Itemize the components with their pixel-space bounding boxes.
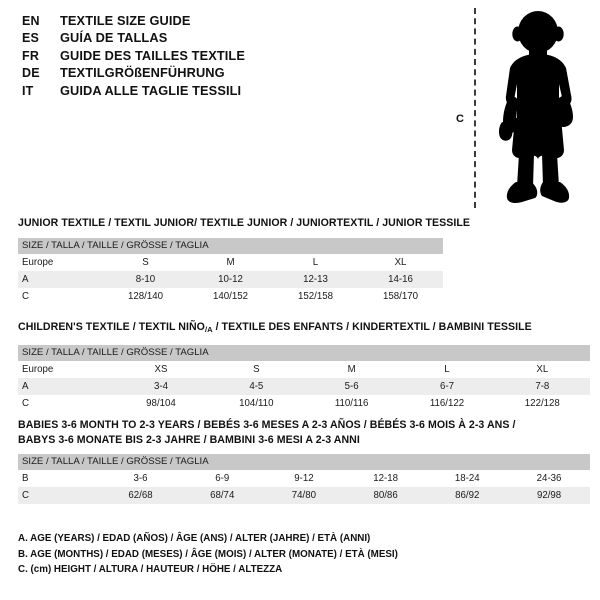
table-row: A 3-4 4-5 5-6 6-7 7-8: [18, 377, 590, 395]
children-size-table: SIZE / TALLA / TAILLE / GRÖSSE / TAGLIA …: [18, 344, 590, 412]
language-title-es: GUÍA DE TALLAS: [60, 30, 168, 46]
children-cell: 110/116: [303, 394, 400, 412]
junior-row-label-c: C: [18, 287, 103, 305]
legend-line-c: C. (cm) HEIGHT / ALTURA / HAUTEUR / HÖHE…: [18, 564, 283, 575]
junior-cell: 10-12: [188, 270, 273, 288]
language-code-de: DE: [22, 66, 40, 81]
children-cell: 122/128: [494, 394, 590, 412]
table-row: Europe S M L XL: [18, 253, 443, 271]
language-row-it: IT GUIDA ALLE TAGLIE TESSILI: [22, 83, 442, 100]
babies-cell: 12-18: [344, 470, 427, 487]
height-measure-dashed-line: [474, 8, 476, 208]
babies-cell: 18-24: [426, 470, 509, 487]
language-row-fr: FR GUIDE DES TAILLES TEXTILE: [22, 48, 442, 65]
babies-row-label-c: C: [18, 487, 100, 504]
babies-band-label: SIZE / TALLA / TAILLE / GRÖSSE / TAGLIA: [18, 454, 590, 470]
section-babies-heading-line1: BABIES 3-6 MONTH TO 2-3 YEARS / BEBÉS 3-…: [18, 419, 516, 431]
children-cell: 104/110: [208, 394, 304, 412]
babies-band-header-row: SIZE / TALLA / TAILLE / GRÖSSE / TAGLIA: [18, 454, 590, 470]
junior-cell: 158/170: [358, 287, 443, 305]
section-children-heading-pre: CHILDREN'S TEXTILE / TEXTIL NIÑO: [18, 321, 205, 333]
toddler-silhouette-icon: [498, 11, 573, 203]
language-title-de: TEXTILGRÖßENFÜHRUNG: [60, 65, 225, 81]
language-code-fr: FR: [22, 48, 40, 63]
language-title-it: GUIDA ALLE TAGLIE TESSILI: [60, 82, 242, 98]
section-junior-heading: JUNIOR TEXTILE / TEXTIL JUNIOR/ TEXTILE …: [18, 217, 471, 229]
babies-size-table: SIZE / TALLA / TAILLE / GRÖSSE / TAGLIA …: [18, 454, 590, 504]
babies-cell: 24-36: [508, 470, 590, 487]
height-measure-label: C: [456, 113, 464, 125]
section-babies-heading-line2: BABYS 3-6 MONATE BIS 2-3 JAHRE / BAMBINI…: [18, 433, 360, 446]
section-babies: BABIES 3-6 MONTH TO 2-3 YEARS / BEBÉS 3-…: [18, 418, 590, 504]
babies-row-label-b: B: [18, 470, 100, 487]
table-row: C 98/104 104/110 110/116 116/122 122/128: [18, 394, 590, 412]
section-children-heading: CHILDREN'S TEXTILE / TEXTIL NIÑO/A / TEX…: [18, 320, 590, 338]
children-cell: XS: [113, 360, 209, 378]
children-cell: XL: [494, 360, 590, 378]
junior-cell: L: [273, 253, 358, 271]
language-title-fr: GUIDE DES TAILLES TEXTILE: [60, 47, 245, 63]
children-cell: L: [399, 360, 495, 378]
children-cell: 5-6: [303, 377, 400, 395]
table-row: C 128/140 140/152 152/158 158/170: [18, 287, 443, 305]
junior-cell: S: [103, 253, 188, 271]
babies-cell: 62/68: [99, 487, 182, 504]
language-row-es: ES GUÍA DE TALLAS: [22, 30, 442, 47]
children-cell: 7-8: [494, 377, 590, 395]
junior-cell: 152/158: [273, 287, 358, 305]
junior-cell: M: [188, 253, 273, 271]
section-junior: JUNIOR TEXTILE / TEXTIL JUNIOR/ TEXTILE …: [18, 216, 470, 305]
language-code-en: EN: [22, 14, 40, 28]
children-row-label-europe: Europe: [18, 360, 114, 378]
language-code-it: IT: [22, 83, 34, 98]
babies-cell: 9-12: [263, 470, 345, 487]
children-cell: 4-5: [208, 377, 304, 395]
children-cell: 116/122: [399, 394, 495, 412]
table-row: A 8-10 10-12 12-13 14-16: [18, 270, 443, 288]
junior-cell: 8-10: [103, 270, 188, 288]
babies-cell: 80/86: [344, 487, 427, 504]
children-cell: 6-7: [399, 377, 495, 395]
legend-line-a: A. AGE (YEARS) / EDAD (AÑOS) / ÂGE (ANS)…: [18, 533, 371, 544]
junior-row-label-a: A: [18, 270, 103, 288]
babies-cell: 92/98: [508, 487, 590, 504]
babies-cell: 68/74: [181, 487, 264, 504]
table-row: Europe XS S M L XL: [18, 360, 590, 378]
babies-cell: 86/92: [426, 487, 509, 504]
language-title-block: EN TEXTILE SIZE GUIDE ES GUÍA DE TALLAS …: [22, 13, 442, 100]
children-row-label-a: A: [18, 377, 114, 395]
babies-cell: 74/80: [263, 487, 345, 504]
junior-cell: 140/152: [188, 287, 273, 305]
children-row-label-c: C: [18, 394, 114, 412]
junior-size-table: SIZE / TALLA / TAILLE / GRÖSSE / TAGLIA …: [18, 237, 443, 305]
table-row: B 3-6 6-9 9-12 12-18 18-24 24-36: [18, 470, 590, 487]
section-children-heading-sub: /A: [204, 325, 213, 334]
children-cell: 3-4: [113, 377, 209, 395]
junior-cell: 128/140: [103, 287, 188, 305]
language-code-es: ES: [22, 31, 40, 46]
measurement-figure: C: [448, 8, 592, 208]
legend-line-b: B. AGE (MONTHS) / EDAD (MESES) / ÂGE (MO…: [18, 548, 398, 560]
babies-cell: 6-9: [181, 470, 264, 487]
junior-cell: 14-16: [358, 270, 443, 288]
babies-cell: 3-6: [99, 470, 182, 487]
junior-cell: 12-13: [273, 270, 358, 288]
children-cell: M: [303, 360, 400, 378]
language-title-en: TEXTILE SIZE GUIDE: [60, 13, 191, 28]
junior-cell: XL: [358, 253, 443, 271]
junior-band-header-row: SIZE / TALLA / TAILLE / GRÖSSE / TAGLIA: [18, 237, 443, 254]
junior-band-label: SIZE / TALLA / TAILLE / GRÖSSE / TAGLIA: [18, 237, 443, 254]
table-row: C 62/68 68/74 74/80 80/86 86/92 92/98: [18, 487, 590, 504]
language-row-en: EN TEXTILE SIZE GUIDE: [22, 13, 442, 30]
children-cell: 98/104: [113, 394, 209, 412]
children-band-label: SIZE / TALLA / TAILLE / GRÖSSE / TAGLIA: [18, 344, 590, 361]
children-band-header-row: SIZE / TALLA / TAILLE / GRÖSSE / TAGLIA: [18, 344, 590, 361]
language-row-de: DE TEXTILGRÖßENFÜHRUNG: [22, 65, 442, 82]
section-children: CHILDREN'S TEXTILE / TEXTIL NIÑO/A / TEX…: [18, 320, 590, 412]
legend-block: A. AGE (YEARS) / EDAD (AÑOS) / ÂGE (ANS)…: [18, 531, 488, 578]
section-children-heading-post: / TEXTILE DES ENFANTS / KINDERTEXTIL / B…: [212, 321, 532, 333]
children-cell: S: [208, 360, 304, 378]
junior-row-label-europe: Europe: [18, 253, 103, 271]
